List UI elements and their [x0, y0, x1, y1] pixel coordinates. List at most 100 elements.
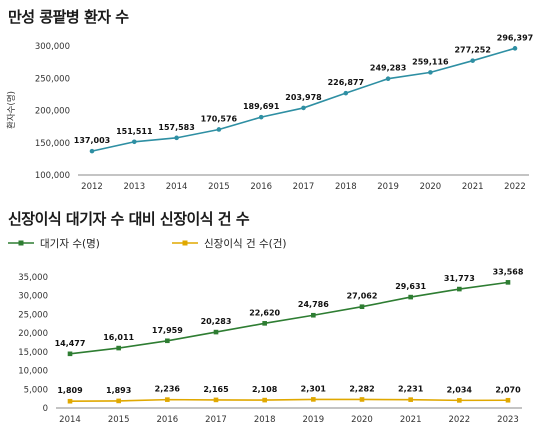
data-label: 2,231: [398, 385, 424, 394]
y-tick-label: 15,000: [18, 348, 48, 358]
data-label: 249,283: [370, 64, 406, 73]
data-point: [132, 139, 137, 145]
x-tick-label: 2017: [293, 182, 315, 192]
data-point: [408, 294, 413, 300]
data-label: 1,809: [57, 386, 83, 395]
data-label: 151,511: [116, 127, 153, 136]
x-tick-label: 2020: [351, 415, 373, 425]
y-tick-label: 35,000: [18, 273, 48, 283]
data-label: 277,252: [454, 46, 490, 55]
data-point: [67, 351, 73, 357]
x-tick-label: 2018: [254, 415, 276, 425]
data-point: [311, 312, 316, 318]
chart-2-title: 신장이식 대기자 수 대비 신장이식 건 수: [8, 210, 250, 228]
data-label: 22,620: [249, 308, 280, 317]
x-tick-label: 2023: [497, 415, 519, 425]
legend-marker-2: [182, 240, 188, 246]
x-tick-label: 2012: [81, 182, 103, 192]
x-tick-label: 2014: [59, 415, 81, 425]
data-label: 203,978: [285, 93, 322, 102]
data-label: 2,165: [203, 385, 229, 394]
chart-1-ckd-patients: 100,000 150,000 200,000 250,000 300,000 2012 2…: [6, 33, 533, 192]
data-point: [216, 127, 222, 132]
data-point: [89, 148, 95, 154]
y-tick-label: 20,000: [18, 329, 48, 339]
data-label: 14,477: [55, 339, 86, 348]
data-label: 16,011: [103, 333, 134, 342]
data-label: 17,959: [152, 326, 183, 335]
series-line-1: [69, 281, 509, 355]
data-label: 259,116: [412, 57, 449, 66]
data-label: 296,397: [497, 33, 533, 42]
data-label: 2,070: [495, 385, 521, 394]
x-tick-label: 2022: [449, 415, 471, 425]
data-label: 24,786: [298, 300, 329, 309]
data-label: 157,583: [158, 123, 194, 132]
legend-label-2: 신장이식 건 수(건): [204, 238, 287, 250]
data-point: [505, 280, 511, 285]
data-point: [385, 76, 391, 82]
y-tick-label: 10,000: [18, 367, 48, 377]
x-tick-label: 2015: [108, 415, 130, 425]
data-point: [359, 397, 365, 402]
data-point: [512, 46, 518, 51]
data-label: 29,631: [395, 282, 426, 291]
y-tick-label: 25,000: [18, 310, 48, 320]
data-point: [301, 105, 306, 111]
data-label: 31,773: [444, 274, 475, 283]
data-point: [116, 345, 121, 351]
y-tick-label: 250,000: [35, 74, 70, 84]
data-point: [165, 397, 170, 402]
data-label: 1,893: [106, 386, 131, 395]
x-tick-label: 2020: [420, 182, 442, 192]
data-point: [262, 397, 267, 403]
series-line-2: [69, 398, 509, 403]
data-label: 137,003: [74, 136, 110, 145]
x-tick-label: 2016: [250, 182, 272, 192]
y-axis-label: 환자수(명): [6, 91, 17, 129]
data-label: 2,034: [447, 385, 473, 394]
y-tick-label: 0: [43, 404, 48, 414]
y-tick-label: 150,000: [35, 139, 70, 149]
x-tick-label: 2014: [166, 182, 188, 192]
x-tick-label: 2016: [157, 415, 179, 425]
data-point: [165, 338, 170, 344]
data-label: 226,877: [328, 78, 364, 87]
data-point: [470, 58, 476, 63]
data-point: [213, 329, 219, 335]
y-tick-label: 300,000: [35, 42, 70, 52]
data-label: 2,282: [349, 384, 374, 393]
x-tick-label: 2021: [462, 182, 484, 192]
x-tick-label: 2017: [205, 415, 227, 425]
data-point: [359, 304, 365, 310]
legend-label-1: 대기자 수(명): [40, 238, 100, 250]
y-tick-label: 200,000: [35, 107, 70, 117]
data-label: 20,283: [201, 317, 232, 326]
data-point: [116, 398, 121, 404]
x-tick-label: 2019: [377, 182, 399, 192]
data-point: [408, 397, 413, 402]
data-point: [258, 114, 264, 120]
data-label: 2,301: [301, 384, 327, 393]
x-tick-label: 2013: [123, 182, 145, 192]
y-tick-label: 5,000: [24, 385, 48, 395]
data-label: 2,108: [252, 385, 278, 394]
data-point: [428, 70, 433, 75]
data-label: 189,691: [243, 102, 280, 111]
chart-1-title: 만성 콩팥병 환자 수: [8, 8, 129, 26]
data-point: [343, 90, 349, 96]
data-point: [174, 135, 179, 141]
x-tick-label: 2021: [400, 415, 422, 425]
data-point: [67, 398, 73, 404]
x-tick-label: 2019: [303, 415, 325, 425]
data-point: [505, 397, 511, 403]
data-label: 2,236: [155, 385, 181, 394]
data-point: [311, 397, 316, 402]
y-tick-label: 100,000: [35, 171, 70, 181]
data-point: [262, 321, 267, 326]
data-label: 27,062: [347, 292, 378, 301]
x-tick-label: 2015: [208, 182, 230, 192]
data-point: [457, 398, 462, 403]
x-tick-label: 2018: [335, 182, 357, 192]
y-tick-label: 30,000: [18, 292, 48, 302]
